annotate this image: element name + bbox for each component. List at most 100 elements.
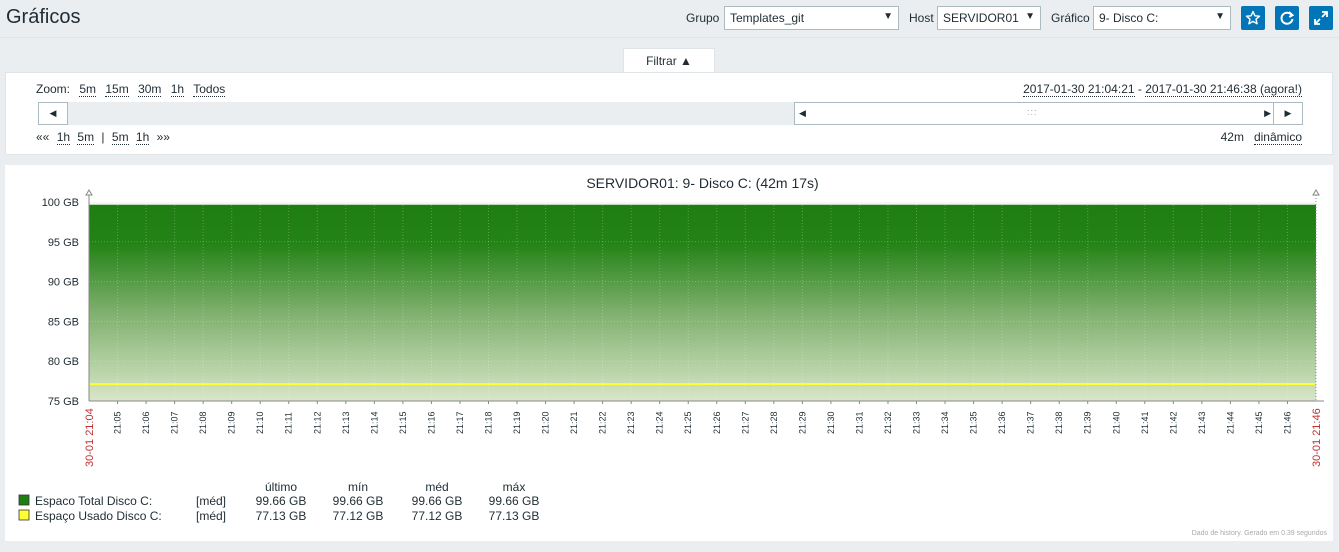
nav-fwd-1h[interactable]: 1h	[135, 130, 150, 145]
nav-fwd-5m[interactable]: 5m	[111, 130, 129, 145]
favorite-button[interactable]	[1241, 6, 1265, 30]
zoom-row: Zoom: 5m 15m 30m 1h Todos	[36, 82, 231, 97]
chart-title: SERVIDOR01: 9- Disco C: (42m 17s)	[586, 175, 818, 191]
legend-name: Espaço Usado Disco C:	[35, 509, 162, 523]
x-tick-label: 21:37	[1026, 411, 1036, 434]
filter-tab[interactable]: Filtrar ▲	[623, 48, 715, 73]
legend-header: mín	[348, 480, 368, 494]
period-end[interactable]: 2017-01-30 21:46:38 (agora!)	[1145, 82, 1302, 97]
x-tick-label: 21:45	[1254, 411, 1264, 434]
grip-icon: :::	[1027, 107, 1038, 117]
x-tick-label: 21:32	[883, 411, 893, 434]
x-tick-label: 21:46	[1282, 411, 1292, 434]
y-tick-label: 80 GB	[48, 356, 79, 368]
x-tick-label: 21:17	[455, 411, 465, 434]
graph-select[interactable]: 9- Disco C: ▼	[1093, 6, 1231, 30]
y-tick-label: 95 GB	[48, 237, 79, 249]
legend-value: 99.66 GB	[256, 494, 307, 508]
period-scrollbar[interactable]: ◀ ◀ ::: ▶ ▶	[38, 102, 1303, 125]
legend-value: 99.66 GB	[412, 494, 463, 508]
x-tick-label: 21:05	[113, 411, 123, 434]
series-area-total	[89, 204, 1316, 401]
x-tick-label: 21:29	[797, 411, 807, 434]
y-tick-label: 75 GB	[48, 396, 79, 408]
chevron-down-icon: ▼	[883, 11, 893, 22]
legend-value: 77.13 GB	[256, 509, 307, 523]
x-tick-label: 21:28	[769, 411, 779, 434]
period-start[interactable]: 2017-01-30 21:04:21	[1023, 82, 1135, 97]
group-select[interactable]: Templates_git ▼	[724, 6, 899, 30]
x-tick-label: 21:44	[1225, 411, 1235, 434]
zoom-30m[interactable]: 30m	[138, 82, 162, 97]
star-icon	[1245, 10, 1261, 25]
x-tick-label: 21:30	[826, 411, 836, 434]
x-tick-label: 21:33	[912, 411, 922, 434]
y-tick-label: 100 GB	[42, 197, 79, 209]
legend-value: 99.66 GB	[489, 494, 540, 508]
graph-footer: Dado de history. Gerado em 0.39 segundos	[1191, 530, 1327, 537]
x-tick-label: 21:34	[940, 411, 950, 434]
x-tick-label: 21:26	[712, 411, 722, 434]
dynamic-toggle[interactable]: dinâmico	[1253, 130, 1302, 145]
group-select-value: Templates_git	[730, 11, 805, 25]
x-tick-label: 21:16	[426, 411, 436, 434]
x-end-label: 30-01 21:46	[1311, 408, 1323, 467]
legend-swatch	[18, 494, 30, 506]
chevron-down-icon: ▼	[1215, 11, 1225, 22]
x-tick-label: 21:39	[1083, 411, 1093, 434]
fullscreen-button[interactable]	[1309, 6, 1333, 30]
nav-back-5m[interactable]: 5m	[77, 130, 95, 145]
period-range: 2017-01-30 21:04:21 - 2017-01-30 21:46:3…	[1023, 82, 1302, 97]
nav-row: «« 1h 5m | 5m 1h »»	[36, 130, 174, 145]
group-label: Grupo	[686, 11, 720, 25]
x-tick-label: 21:11	[284, 412, 294, 434]
nav-back-1h[interactable]: 1h	[56, 130, 71, 145]
x-tick-label: 21:15	[398, 411, 408, 434]
refresh-icon	[1280, 11, 1295, 25]
x-tick-label: 21:25	[683, 411, 693, 434]
arrow-left-icon[interactable]: ◀	[799, 108, 806, 118]
scroll-right-button[interactable]: ▶	[1273, 102, 1303, 125]
x-tick-label: 21:40	[1111, 411, 1121, 434]
x-tick-label: 21:42	[1168, 411, 1178, 434]
host-select[interactable]: SERVIDOR01 ▼	[937, 6, 1041, 30]
x-start-label: 30-01 21:04	[84, 408, 96, 467]
graph-label: Gráfico	[1051, 11, 1090, 25]
x-tick-label: 21:38	[1054, 411, 1064, 434]
zoom-5m[interactable]: 5m	[79, 82, 97, 97]
period-separator: -	[1134, 82, 1146, 96]
x-tick-label: 21:06	[141, 411, 151, 434]
x-tick-label: 21:23	[626, 411, 636, 434]
x-tick-label: 21:09	[227, 411, 237, 434]
scroll-thumb[interactable]: ◀ ::: ▶	[794, 102, 1276, 125]
legend-value: 77.12 GB	[333, 509, 384, 523]
x-tick-label: 21:31	[854, 411, 864, 434]
zoom-1h[interactable]: 1h	[170, 82, 185, 97]
y-axis-arrow-icon	[85, 189, 93, 196]
graph-select-value: 9- Disco C:	[1099, 11, 1159, 25]
x-tick-label: 21:08	[198, 411, 208, 434]
graph-panel: SERVIDOR01: 9- Disco C: (42m 17s) 100 GB 9…	[5, 165, 1333, 541]
x-tick-label: 21:24	[655, 411, 665, 434]
refresh-button[interactable]	[1275, 6, 1299, 30]
zoom-label: Zoom:	[36, 82, 71, 96]
legend-header: máx	[503, 480, 526, 494]
legend-value: 77.13 GB	[489, 509, 540, 523]
dynamic-row: 42m dinâmico	[1221, 130, 1302, 145]
zoom-15m[interactable]: 15m	[105, 82, 129, 97]
arrow-right-icon: ▶	[1284, 108, 1292, 118]
arrow-left-icon: ◀	[49, 108, 57, 118]
x-tick-label: 21:12	[312, 411, 322, 434]
x-tick-label: 21:07	[170, 411, 180, 434]
host-label: Host	[909, 11, 934, 25]
x-tick-label: 21:41	[1140, 411, 1150, 434]
chevron-down-icon: ▼	[1025, 11, 1035, 22]
zoom-all[interactable]: Todos	[193, 82, 226, 97]
arrow-right-icon[interactable]: ▶	[1264, 108, 1271, 118]
legend-value: 99.66 GB	[333, 494, 384, 508]
y-tick-label: 85 GB	[48, 316, 79, 328]
right-axis-arrow-icon	[1312, 189, 1320, 196]
x-tick-label: 21:14	[369, 411, 379, 434]
scroll-left-button[interactable]: ◀	[38, 102, 68, 125]
host-select-value: SERVIDOR01	[943, 11, 1019, 25]
